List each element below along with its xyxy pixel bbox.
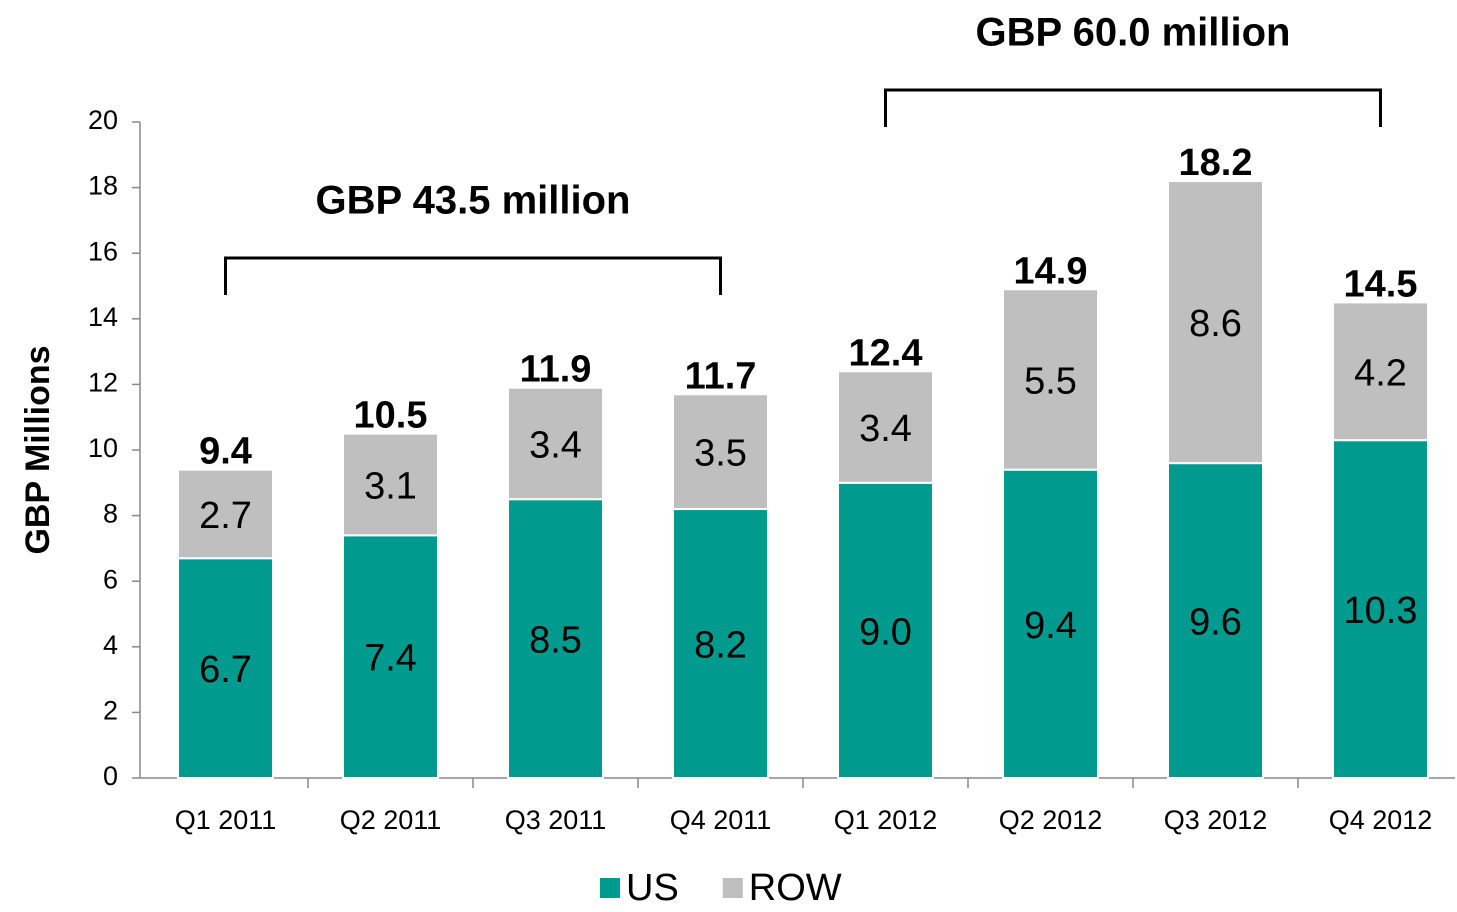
total-label: 14.5 xyxy=(1344,263,1418,305)
bar-segment xyxy=(342,534,439,780)
legend-swatch xyxy=(722,878,743,898)
value-label: 9.4 xyxy=(1024,605,1077,647)
value-label: 2.7 xyxy=(199,495,252,537)
value-label: 3.1 xyxy=(364,465,417,507)
y-tick-label: 8 xyxy=(103,499,118,529)
bar-segment xyxy=(1002,288,1099,471)
value-label: 3.4 xyxy=(859,408,912,450)
bar-segment xyxy=(1002,468,1099,779)
annotation: GBP 43.5 million xyxy=(316,179,631,223)
bar-segment xyxy=(1167,180,1264,465)
value-label: 4.2 xyxy=(1354,352,1407,394)
bar-segment xyxy=(507,498,604,779)
bar-segment xyxy=(1332,439,1429,779)
total-label: 9.4 xyxy=(199,431,252,473)
x-tick-label: Q2 2012 xyxy=(999,805,1103,835)
y-tick-label: 16 xyxy=(88,236,118,266)
y-tick-label: 12 xyxy=(88,368,118,398)
value-label: 5.5 xyxy=(1024,361,1077,403)
value-label: 7.4 xyxy=(364,638,417,680)
bracket xyxy=(884,88,1382,127)
x-tick-label: Q3 2012 xyxy=(1164,805,1268,835)
total-label: 18.2 xyxy=(1179,142,1253,184)
y-tick-label: 14 xyxy=(88,302,118,332)
legend-label: US xyxy=(626,867,679,909)
y-axis-label: GBP Millions xyxy=(19,345,57,554)
legend-swatch xyxy=(600,878,620,898)
x-tick-label: Q4 2011 xyxy=(670,805,772,835)
value-label: 8.5 xyxy=(529,620,582,662)
total-label: 11.7 xyxy=(685,355,757,397)
bar-segment xyxy=(177,468,274,560)
value-label: 3.5 xyxy=(694,433,747,475)
value-label: 9.6 xyxy=(1189,602,1242,644)
x-tick-label: Q3 2011 xyxy=(505,805,607,835)
x-tick-label: Q1 2011 xyxy=(175,805,277,835)
total-label: 11.9 xyxy=(520,349,592,391)
x-tick-label: Q1 2012 xyxy=(834,805,938,835)
y-tick-label: 6 xyxy=(103,564,118,594)
value-label: 8.6 xyxy=(1189,303,1242,345)
total-label: 12.4 xyxy=(849,332,923,374)
annotation: GBP 60.0 million xyxy=(976,11,1291,55)
x-tick-label: Q2 2011 xyxy=(340,805,442,835)
bar-segment xyxy=(342,432,439,537)
value-label: 8.2 xyxy=(694,625,747,667)
x-tick-label: Q4 2012 xyxy=(1329,805,1433,835)
y-tick-label: 2 xyxy=(103,696,118,726)
y-tick-label: 0 xyxy=(103,761,118,791)
bar-segment xyxy=(672,393,769,511)
bar-segment xyxy=(1167,462,1264,779)
y-tick-label: 4 xyxy=(103,630,118,660)
y-tick-label: 18 xyxy=(88,171,118,201)
value-label: 9.0 xyxy=(859,611,912,653)
total-label: 14.9 xyxy=(1014,250,1088,292)
total-label: 10.5 xyxy=(354,395,428,437)
bracket xyxy=(224,256,722,295)
value-label: 10.3 xyxy=(1344,590,1418,632)
value-label: 6.7 xyxy=(199,649,252,691)
y-tick-label: 20 xyxy=(88,105,118,135)
bar-segment xyxy=(177,557,274,779)
legend-label: ROW xyxy=(749,867,842,909)
bar-segment xyxy=(837,370,934,484)
bar-segment xyxy=(837,481,934,779)
bar-segment xyxy=(507,386,604,501)
bar-segment xyxy=(1332,301,1429,442)
y-tick-label: 10 xyxy=(88,433,118,463)
value-label: 3.4 xyxy=(529,424,582,466)
